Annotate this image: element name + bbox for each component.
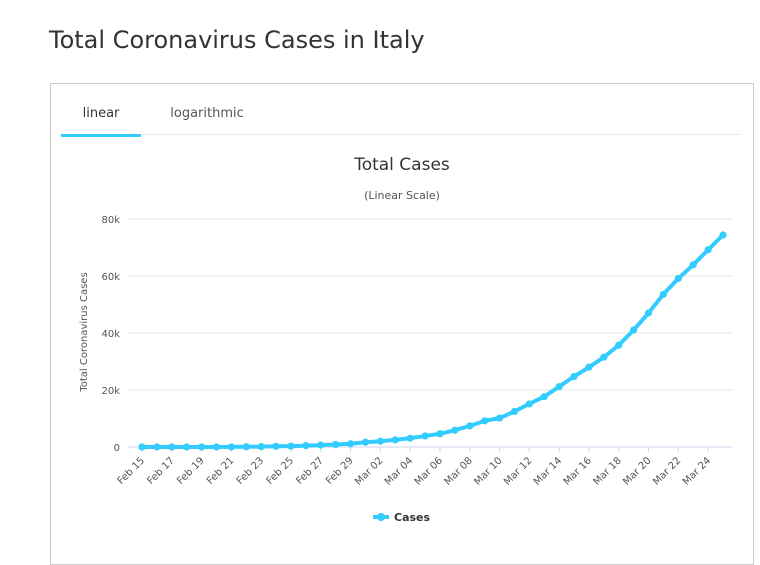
y-tick-label: 20k [101,386,120,397]
x-tick-label: Feb 23 [235,455,267,487]
data-point [525,400,533,408]
data-point [168,443,176,451]
legend-swatch-marker [377,513,385,521]
x-tick-label: Mar 16 [562,455,594,487]
data-point [361,438,370,446]
data-point [495,414,504,422]
legend-label-cases: Cases [394,511,431,524]
x-tick-label: Feb 15 [116,455,148,487]
x-tick-label: Feb 21 [205,455,237,487]
data-point [555,383,563,391]
y-axis-label: Total Coronavirus Cases [79,272,90,392]
data-point [689,261,697,269]
data-point [197,443,206,451]
data-point [510,407,519,416]
series-line [140,233,725,449]
y-tick-label: 0 [114,443,120,454]
x-tick-label: Mar 18 [591,455,623,487]
x-tick-label: Feb 27 [294,455,326,487]
data-point [630,326,638,334]
x-tick-label: Mar 24 [681,455,713,487]
x-tick-label: Mar 02 [353,455,385,487]
data-point [317,441,325,449]
page-title: Total Coronavirus Cases in Italy [49,26,425,54]
data-point [481,417,489,425]
x-tick-label: Mar 08 [442,455,474,487]
y-tick-label: 80k [101,215,120,226]
tab-linear[interactable]: linear [61,104,141,137]
data-point [704,246,712,254]
x-tick-label: Feb 19 [175,455,207,487]
data-point [674,274,682,283]
data-point [287,442,295,450]
y-tick-label: 60k [101,272,120,283]
y-ticks: 0 20k 40k 60k 80k [101,215,120,454]
data-point [421,432,429,440]
data-point [391,436,399,444]
chart-title: Total Cases [353,155,450,175]
data-point [302,442,310,450]
grid-lines [128,218,732,448]
legend[interactable]: Cases [373,511,431,524]
scale-tabs: linear logarithmic [61,104,741,137]
x-tick-label: Mar 12 [502,455,534,487]
x-tick-label: Mar 04 [383,455,415,487]
data-point [227,443,235,451]
x-tick-label: Mar 20 [621,455,653,487]
data-point [451,426,459,434]
data-point [436,430,444,438]
data-point [600,353,608,361]
y-tick-label: 40k [101,329,120,340]
data-point [406,434,414,442]
data-point [332,440,340,449]
series-cases [138,231,727,451]
data-point [183,443,191,451]
data-point [540,393,548,401]
data-point [615,341,623,349]
data-point [659,290,668,298]
data-point [242,443,250,451]
x-tick-label: Mar 14 [532,455,564,487]
data-point [466,422,474,430]
data-point [257,442,265,451]
x-tick-label: Feb 25 [265,455,297,487]
x-tick-label: Feb 17 [145,455,177,487]
data-point [138,443,146,451]
x-tick-label: Mar 10 [472,455,504,487]
x-tick-label: Feb 29 [324,455,356,487]
chart-subtitle: (Linear Scale) [364,189,440,202]
line-chart: Total Cases (Linear Scale) Total Coronav… [79,155,732,524]
tab-logarithmic[interactable]: logarithmic [170,106,244,121]
data-point [212,443,221,451]
data-point [570,372,578,381]
data-point [719,231,727,239]
data-point [376,437,384,445]
x-tick-label: Mar 22 [651,455,683,487]
data-point [585,363,593,371]
data-point [153,443,161,451]
x-tick-label: Mar 06 [413,455,445,487]
data-point [644,309,653,317]
data-point [272,442,280,450]
data-point [346,440,355,448]
